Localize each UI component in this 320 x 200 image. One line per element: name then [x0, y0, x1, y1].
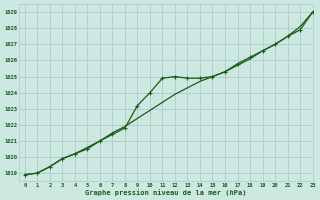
X-axis label: Graphe pression niveau de la mer (hPa): Graphe pression niveau de la mer (hPa)	[85, 189, 246, 196]
